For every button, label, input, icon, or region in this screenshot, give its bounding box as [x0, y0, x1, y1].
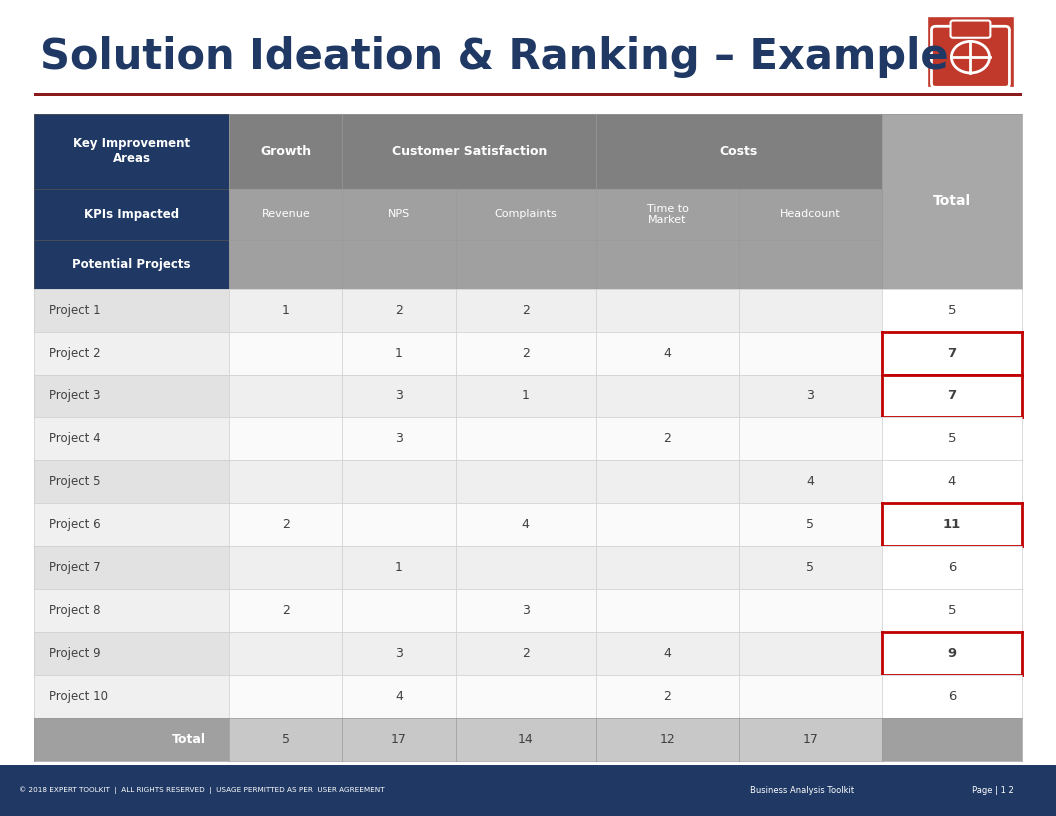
Text: 17: 17: [803, 733, 818, 746]
Text: Project 9: Project 9: [50, 647, 101, 660]
Text: 4: 4: [947, 475, 956, 488]
Text: 2: 2: [282, 604, 289, 617]
Text: Solution Ideation & Ranking – Example: Solution Ideation & Ranking – Example: [40, 36, 948, 78]
Text: Costs: Costs: [720, 145, 758, 158]
Text: Total: Total: [932, 194, 970, 208]
Text: Time to
Market: Time to Market: [646, 204, 689, 225]
Text: 2: 2: [663, 432, 672, 446]
Text: Complaints: Complaints: [494, 210, 558, 220]
Text: Growth: Growth: [260, 145, 312, 158]
Text: 3: 3: [807, 389, 814, 402]
Text: Project 3: Project 3: [50, 389, 101, 402]
Text: 4: 4: [663, 347, 672, 360]
Text: 3: 3: [395, 647, 403, 660]
Text: 2: 2: [282, 518, 289, 531]
Text: Project 8: Project 8: [50, 604, 101, 617]
FancyBboxPatch shape: [931, 26, 1010, 87]
Text: NPS: NPS: [388, 210, 410, 220]
Text: 5: 5: [947, 432, 956, 446]
Text: 1: 1: [282, 304, 289, 317]
Text: 2: 2: [663, 690, 672, 703]
Text: 7: 7: [947, 347, 957, 360]
Text: 17: 17: [391, 733, 407, 746]
Text: Project 5: Project 5: [50, 475, 101, 488]
Text: Project 2: Project 2: [50, 347, 101, 360]
Text: 5: 5: [806, 518, 814, 531]
Text: 5: 5: [947, 304, 956, 317]
Text: 6: 6: [947, 561, 956, 574]
Text: 3: 3: [395, 389, 403, 402]
Text: Headcount: Headcount: [780, 210, 841, 220]
Text: 4: 4: [395, 690, 403, 703]
Text: Business Analysis Toolkit: Business Analysis Toolkit: [750, 786, 854, 795]
Text: 1: 1: [395, 561, 403, 574]
Text: 2: 2: [522, 647, 530, 660]
Text: 3: 3: [522, 604, 530, 617]
Text: 4: 4: [807, 475, 814, 488]
Text: Key Improvement
Areas: Key Improvement Areas: [73, 137, 190, 166]
FancyBboxPatch shape: [950, 20, 991, 38]
Text: Project 1: Project 1: [50, 304, 101, 317]
Text: Total: Total: [172, 733, 206, 746]
Text: 5: 5: [282, 733, 289, 746]
Text: 5: 5: [947, 604, 956, 617]
Text: 1: 1: [522, 389, 530, 402]
Text: 14: 14: [517, 733, 533, 746]
Text: 4: 4: [522, 518, 530, 531]
Text: 4: 4: [663, 647, 672, 660]
Text: Project 7: Project 7: [50, 561, 101, 574]
Text: 3: 3: [395, 432, 403, 446]
Text: 11: 11: [943, 518, 961, 531]
Text: 2: 2: [522, 347, 530, 360]
Text: 5: 5: [806, 561, 814, 574]
Text: © 2018 EXPERT TOOLKIT  |  ALL RIGHTS RESERVED  |  USAGE PERMITTED AS PER  USER A: © 2018 EXPERT TOOLKIT | ALL RIGHTS RESER…: [19, 787, 384, 794]
Text: 12: 12: [660, 733, 676, 746]
Text: Project 6: Project 6: [50, 518, 101, 531]
Text: Potential Projects: Potential Projects: [72, 258, 191, 271]
Text: KPIs Impacted: KPIs Impacted: [84, 208, 180, 221]
Text: 2: 2: [395, 304, 403, 317]
Text: Page | 1 2: Page | 1 2: [972, 786, 1014, 795]
Text: 9: 9: [947, 647, 957, 660]
Text: Revenue: Revenue: [262, 210, 310, 220]
Text: Customer Satisfaction: Customer Satisfaction: [392, 145, 547, 158]
Text: 2: 2: [522, 304, 530, 317]
Text: Project 10: Project 10: [50, 690, 109, 703]
Text: 7: 7: [947, 389, 957, 402]
Text: 6: 6: [947, 690, 956, 703]
Text: 1: 1: [395, 347, 403, 360]
Text: Project 4: Project 4: [50, 432, 101, 446]
